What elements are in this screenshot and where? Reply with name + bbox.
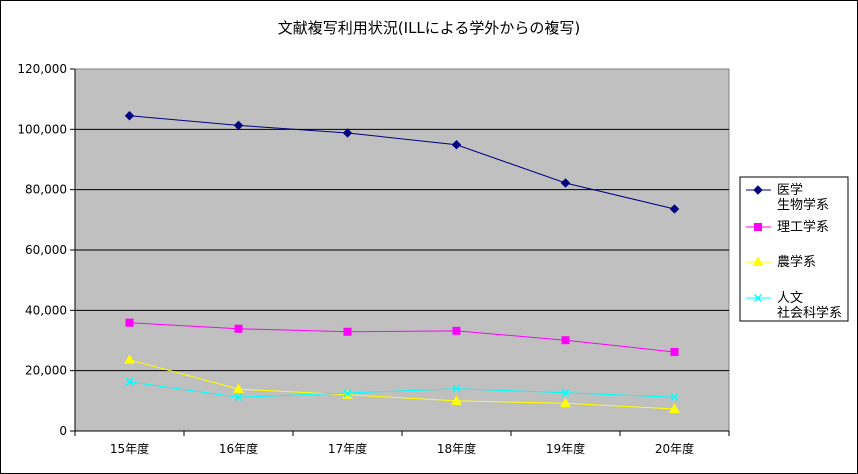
- data-point: [234, 324, 243, 333]
- y-tick-label: 0: [59, 424, 67, 438]
- axes: 0 20,000 40,000 60,000 80,000 100,000 120,000 1…: [17, 62, 730, 456]
- x-tick-label: 19年度: [546, 441, 585, 456]
- chart-title: 文献複写利用状況(ILLによる学外からの複写): [278, 19, 580, 37]
- data-point: [234, 393, 243, 402]
- data-point: [669, 204, 680, 214]
- data-point: [451, 395, 462, 405]
- legend-entry-3: 農学系: [746, 254, 816, 270]
- data-point: [342, 128, 353, 138]
- y-tick-label: 60,000: [25, 243, 67, 257]
- data-point: [452, 326, 461, 335]
- data-point: [124, 111, 135, 121]
- x-tick-label: 18年度: [437, 441, 476, 456]
- series-2: [125, 318, 679, 356]
- series-line: [129, 115, 675, 210]
- x-tick-label: 15年度: [110, 441, 149, 456]
- legend-marker: [752, 256, 764, 266]
- legend-label: 人文: [777, 291, 803, 306]
- series-lines: [124, 111, 680, 413]
- data-point: [343, 327, 352, 336]
- y-tick-label: 80,000: [25, 183, 67, 197]
- series-line: [129, 322, 675, 353]
- data-point: [233, 383, 244, 394]
- data-point: [452, 384, 461, 393]
- data-point: [343, 388, 352, 398]
- x-tick-label: 17年度: [328, 441, 367, 456]
- legend-label: 理工学系: [777, 219, 829, 235]
- data-point: [560, 178, 571, 188]
- data-point: [561, 388, 570, 397]
- data-point: [125, 318, 134, 327]
- data-point: [560, 397, 571, 408]
- x-tick-label: 20年度: [655, 441, 694, 456]
- series-4: [125, 377, 679, 402]
- data-point: [125, 377, 134, 386]
- legend-label: 生物学系: [777, 197, 829, 213]
- series-1: [124, 111, 680, 214]
- legend-entry-2: 理工学系: [746, 219, 829, 235]
- legend-label: 農学系: [777, 254, 816, 270]
- legend-marker: [754, 223, 762, 231]
- legend-marker: [753, 293, 763, 303]
- gridlines: [75, 128, 729, 372]
- data-point: [670, 393, 679, 402]
- legend-marker: [753, 185, 763, 195]
- data-point: [669, 403, 680, 413]
- y-tick-label: 100,000: [17, 122, 67, 136]
- x-tick-label: 16年度: [219, 441, 258, 456]
- data-point: [670, 347, 679, 356]
- y-tick-label: 20,000: [25, 364, 67, 378]
- y-tick-label: 120,000: [17, 62, 67, 76]
- data-point: [124, 354, 135, 364]
- series-line: [129, 381, 675, 398]
- y-tick-label: 40,000: [25, 303, 67, 317]
- data-point: [451, 140, 462, 150]
- data-point: [233, 120, 244, 131]
- series-line: [129, 359, 675, 410]
- data-point: [561, 336, 570, 345]
- legend-label: 医学: [777, 182, 803, 198]
- legend-label: 社会科学系: [777, 305, 842, 321]
